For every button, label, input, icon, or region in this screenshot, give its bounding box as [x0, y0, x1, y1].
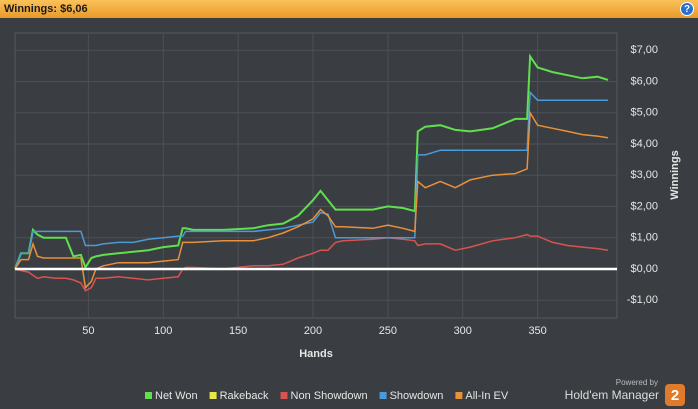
help-icon-text[interactable]: ? — [684, 4, 690, 15]
x-tick-label: 200 — [304, 325, 322, 337]
legend-swatch — [379, 392, 387, 399]
legend-label: Rakeback — [220, 390, 269, 402]
y-tick-label: $5,00 — [630, 107, 658, 119]
badge — [665, 384, 685, 406]
header-bar — [0, 0, 698, 18]
y-tick-label: -$1,00 — [627, 294, 658, 306]
legend-swatch — [145, 392, 152, 399]
x-tick-label: 350 — [528, 325, 546, 337]
badge-text: 2 — [671, 387, 679, 404]
x-tick-label: 150 — [229, 325, 247, 337]
series-line — [14, 53, 609, 270]
x-axis-label: Hands — [299, 348, 333, 360]
x-tick-label: 100 — [154, 325, 172, 337]
legend-label: Showdown — [390, 390, 444, 402]
y-tick-label: $6,00 — [630, 75, 658, 87]
legend-swatch — [209, 392, 217, 399]
series-line — [14, 233, 609, 292]
series-line — [14, 90, 608, 270]
x-tick-label: 300 — [454, 325, 472, 337]
y-tick-label: $4,00 — [630, 138, 658, 150]
y-tick-label: $3,00 — [630, 169, 658, 181]
y-tick-label: $1,00 — [630, 232, 658, 244]
product-name: Hold'em Manager — [565, 388, 659, 402]
x-tick-label: 50 — [82, 325, 94, 337]
chart-title: Winnings: $6,06 — [4, 3, 88, 15]
y-axis-label: Winnings — [669, 150, 681, 199]
legend-label: Net Won — [155, 390, 198, 402]
legend-swatch — [455, 392, 463, 399]
legend-swatch — [280, 392, 288, 399]
legend-label: Non Showdown — [291, 390, 368, 402]
help-icon[interactable] — [680, 2, 694, 16]
legend-label: All-In EV — [465, 390, 508, 402]
y-tick-label: $2,00 — [630, 200, 658, 212]
y-tick-label: $7,00 — [630, 44, 658, 56]
y-tick-label: $0,00 — [630, 263, 658, 275]
x-tick-label: 250 — [379, 325, 397, 337]
powered-by: Powered by — [616, 378, 658, 387]
series-line — [14, 110, 609, 290]
